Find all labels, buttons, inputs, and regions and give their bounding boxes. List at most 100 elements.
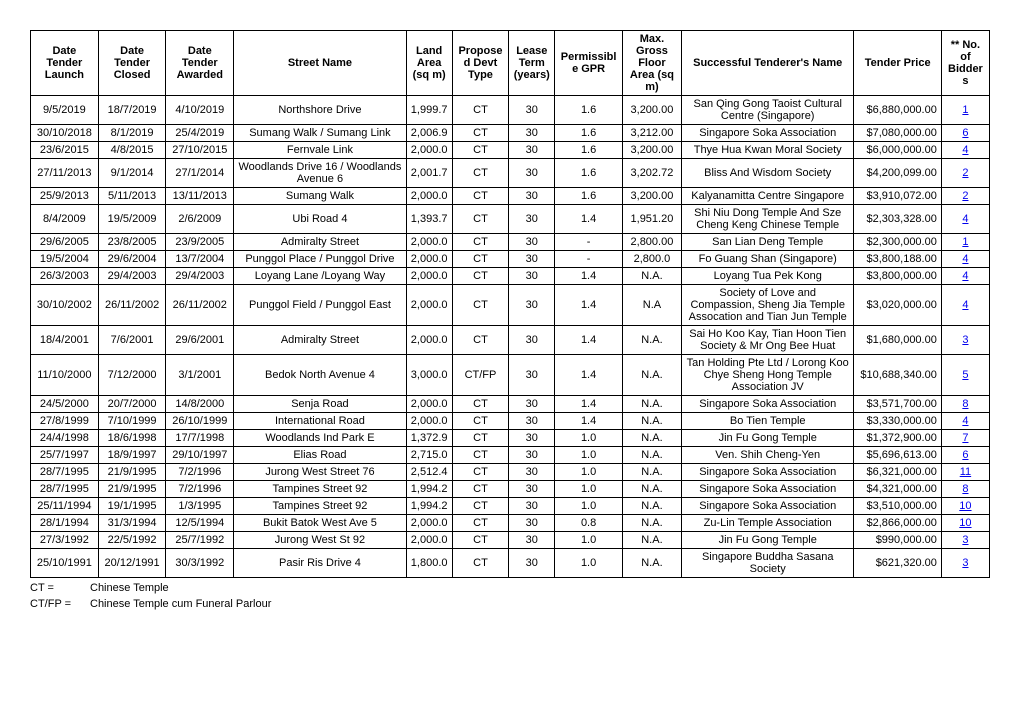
cell-awarded: 26/11/2002 xyxy=(166,285,234,326)
bidders-link[interactable]: 3 xyxy=(962,557,968,569)
cell-lease: 30 xyxy=(509,188,555,205)
cell-land: 2,000.0 xyxy=(406,268,452,285)
header-launch: Date Tender Launch xyxy=(31,31,99,96)
cell-awarded: 30/3/1992 xyxy=(166,549,234,578)
cell-price: $5,696,613.00 xyxy=(854,447,941,464)
cell-closed: 29/4/2003 xyxy=(98,268,166,285)
cell-land: 2,001.7 xyxy=(406,159,452,188)
cell-tenderer: Bo Tien Temple xyxy=(681,413,854,430)
cell-devt: CT xyxy=(452,234,509,251)
cell-bidders: 8 xyxy=(941,396,989,413)
bidders-link[interactable]: 10 xyxy=(959,500,971,512)
cell-gfa: 3,200.00 xyxy=(622,142,681,159)
table-row: 27/3/199222/5/199225/7/1992Jurong West S… xyxy=(31,532,990,549)
cell-street: Jurong West St 92 xyxy=(234,532,407,549)
cell-lease: 30 xyxy=(509,234,555,251)
cell-gfa: N.A. xyxy=(622,498,681,515)
legend-row: CT/FP =Chinese Temple cum Funeral Parlou… xyxy=(30,598,990,610)
cell-street: Pasir Ris Drive 4 xyxy=(234,549,407,578)
cell-launch: 11/10/2000 xyxy=(31,355,99,396)
cell-awarded: 2/6/2009 xyxy=(166,205,234,234)
cell-gfa: N.A. xyxy=(622,326,681,355)
bidders-link[interactable]: 4 xyxy=(962,415,968,427)
bidders-link[interactable]: 4 xyxy=(962,299,968,311)
cell-devt: CT xyxy=(452,515,509,532)
table-row: 28/1/199431/3/199412/5/1994Bukit Batok W… xyxy=(31,515,990,532)
bidders-link[interactable]: 8 xyxy=(962,398,968,410)
legend-row: CT =Chinese Temple xyxy=(30,582,990,594)
table-row: 11/10/20007/12/20003/1/2001Bedok North A… xyxy=(31,355,990,396)
cell-bidders: 4 xyxy=(941,268,989,285)
header-bidders: ** No. of Bidders xyxy=(941,31,989,96)
cell-gfa: 2,800.0 xyxy=(622,251,681,268)
bidders-link[interactable]: 2 xyxy=(962,167,968,179)
bidders-link[interactable]: 8 xyxy=(962,483,968,495)
cell-tenderer: Loyang Tua Pek Kong xyxy=(681,268,854,285)
cell-devt: CT xyxy=(452,251,509,268)
cell-street: Admiralty Street xyxy=(234,326,407,355)
cell-price: $6,321,000.00 xyxy=(854,464,941,481)
cell-closed: 29/6/2004 xyxy=(98,251,166,268)
cell-tenderer: Singapore Soka Association xyxy=(681,125,854,142)
cell-lease: 30 xyxy=(509,532,555,549)
cell-lease: 30 xyxy=(509,498,555,515)
cell-tenderer: Sai Ho Koo Kay, Tian Hoon Tien Society &… xyxy=(681,326,854,355)
cell-gfa: N.A. xyxy=(622,396,681,413)
cell-closed: 19/5/2009 xyxy=(98,205,166,234)
bidders-link[interactable]: 4 xyxy=(962,270,968,282)
cell-awarded: 27/1/2014 xyxy=(166,159,234,188)
cell-price: $621,320.00 xyxy=(854,549,941,578)
cell-gfa: 2,800.00 xyxy=(622,234,681,251)
cell-closed: 23/8/2005 xyxy=(98,234,166,251)
legend-value: Chinese Temple xyxy=(90,582,169,594)
cell-awarded: 13/7/2004 xyxy=(166,251,234,268)
cell-price: $7,080,000.00 xyxy=(854,125,941,142)
cell-awarded: 4/10/2019 xyxy=(166,96,234,125)
header-land: Land Area (sq m) xyxy=(406,31,452,96)
cell-bidders: 4 xyxy=(941,251,989,268)
cell-bidders: 3 xyxy=(941,326,989,355)
cell-launch: 25/9/2013 xyxy=(31,188,99,205)
cell-bidders: 4 xyxy=(941,413,989,430)
cell-launch: 9/5/2019 xyxy=(31,96,99,125)
bidders-link[interactable]: 11 xyxy=(960,466,971,478)
bidders-link[interactable]: 4 xyxy=(962,144,968,156)
cell-lease: 30 xyxy=(509,396,555,413)
header-devt: Proposed Devt Type xyxy=(452,31,509,96)
cell-price: $3,510,000.00 xyxy=(854,498,941,515)
bidders-link[interactable]: 2 xyxy=(962,190,968,202)
bidders-link[interactable]: 6 xyxy=(962,127,968,139)
bidders-link[interactable]: 6 xyxy=(962,449,968,461)
cell-tenderer: Shi Niu Dong Temple And Sze Cheng Keng C… xyxy=(681,205,854,234)
cell-lease: 30 xyxy=(509,125,555,142)
cell-closed: 18/7/2019 xyxy=(98,96,166,125)
cell-gfa: N.A. xyxy=(622,268,681,285)
cell-land: 1,393.7 xyxy=(406,205,452,234)
cell-launch: 23/6/2015 xyxy=(31,142,99,159)
cell-gpr: 1.0 xyxy=(555,447,623,464)
cell-devt: CT xyxy=(452,549,509,578)
cell-land: 1,999.7 xyxy=(406,96,452,125)
cell-land: 1,994.2 xyxy=(406,481,452,498)
cell-tenderer: Jin Fu Gong Temple xyxy=(681,430,854,447)
bidders-link[interactable]: 7 xyxy=(962,432,968,444)
cell-land: 2,000.0 xyxy=(406,532,452,549)
cell-gpr: 1.0 xyxy=(555,549,623,578)
bidders-link[interactable]: 1 xyxy=(962,236,968,248)
cell-launch: 19/5/2004 xyxy=(31,251,99,268)
cell-price: $4,321,000.00 xyxy=(854,481,941,498)
cell-tenderer: Singapore Buddha Sasana Society xyxy=(681,549,854,578)
bidders-link[interactable]: 1 xyxy=(962,104,968,116)
cell-launch: 25/11/1994 xyxy=(31,498,99,515)
cell-gpr: - xyxy=(555,251,623,268)
bidders-link[interactable]: 5 xyxy=(962,369,968,381)
bidders-link[interactable]: 4 xyxy=(962,253,968,265)
bidders-link[interactable]: 10 xyxy=(959,517,971,529)
cell-awarded: 29/10/1997 xyxy=(166,447,234,464)
bidders-link[interactable]: 3 xyxy=(962,534,968,546)
cell-launch: 29/6/2005 xyxy=(31,234,99,251)
cell-lease: 30 xyxy=(509,464,555,481)
cell-bidders: 11 xyxy=(941,464,989,481)
bidders-link[interactable]: 4 xyxy=(962,213,968,225)
bidders-link[interactable]: 3 xyxy=(962,334,968,346)
